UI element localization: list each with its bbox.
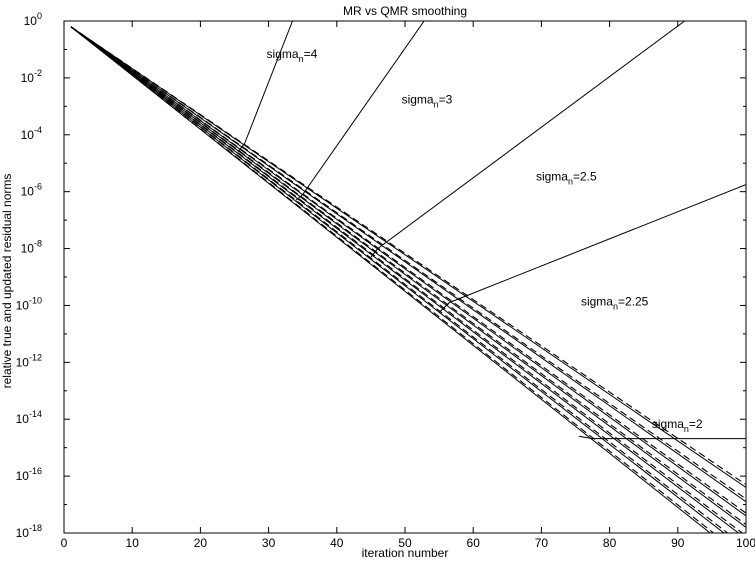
series-line-1 <box>70 26 725 533</box>
y-axis-label: relative true and updated residual norms <box>0 174 14 389</box>
axes: 0 10 20 30 40 50 60 70 80 90 100 100 10-2 10-4 10-6 10-… <box>16 11 755 550</box>
x-tick-label: 90 <box>671 536 685 550</box>
annotations: sigman=4 sigman=3 sigman=2.5 sigman=2.25 sig… <box>267 47 703 434</box>
x-tick-label: 100 <box>736 536 755 550</box>
x-tick-label: 20 <box>194 536 208 550</box>
y-tick-label: 10-18 <box>16 523 42 540</box>
y-tick-label: 10-12 <box>16 352 42 369</box>
dashed-series-line-12 <box>70 26 746 500</box>
x-tick-label: 40 <box>330 536 344 550</box>
y-tick-label: 10-14 <box>16 409 42 426</box>
series-line-2 <box>70 26 740 533</box>
plot-area <box>70 21 746 533</box>
x-tick-label: 60 <box>467 536 481 550</box>
chart-title: MR vs QMR smoothing <box>343 4 467 18</box>
series-line-17 <box>440 184 746 312</box>
dashed-series-line-10 <box>70 26 746 525</box>
x-tick-label: 30 <box>262 536 276 550</box>
sigma-annotation-0: sigman=4 <box>267 47 318 64</box>
dashed-series-line-11 <box>70 26 746 514</box>
y-tick-label: 10-6 <box>21 182 42 199</box>
dashed-series-line-13 <box>70 26 746 486</box>
y-tick-label: 10-4 <box>21 125 42 142</box>
series-line-15 <box>295 21 425 201</box>
series-line-3 <box>70 26 746 528</box>
y-tick-label: 10-8 <box>21 239 42 256</box>
x-axis-label: iteration number <box>362 546 449 560</box>
x-tick-label: 10 <box>126 536 140 550</box>
x-tick-label: 50 <box>398 536 412 550</box>
sigma-annotation-2: sigman=2.5 <box>536 169 597 186</box>
series-line-18 <box>578 435 746 440</box>
x-tick-label: 70 <box>535 536 549 550</box>
dashed-series-line-8 <box>70 26 729 533</box>
series-line-14 <box>237 21 293 153</box>
x-tick-label: 80 <box>603 536 617 550</box>
series-line-16 <box>370 21 685 258</box>
dashed-series-line-7 <box>70 26 715 533</box>
x-tick-label: 0 <box>61 536 68 550</box>
y-tick-label: 10-2 <box>21 68 42 85</box>
sigma-annotation-1: sigman=3 <box>402 92 453 109</box>
sigma-annotation-4: sigman=2 <box>652 417 703 434</box>
sigma-annotation-3: sigman=2.25 <box>581 294 649 311</box>
y-tick-label: 10-10 <box>16 295 42 312</box>
y-tick-label: 10-16 <box>16 466 42 483</box>
dashed-series-line-9 <box>70 26 744 533</box>
y-tick-label: 100 <box>24 11 42 28</box>
